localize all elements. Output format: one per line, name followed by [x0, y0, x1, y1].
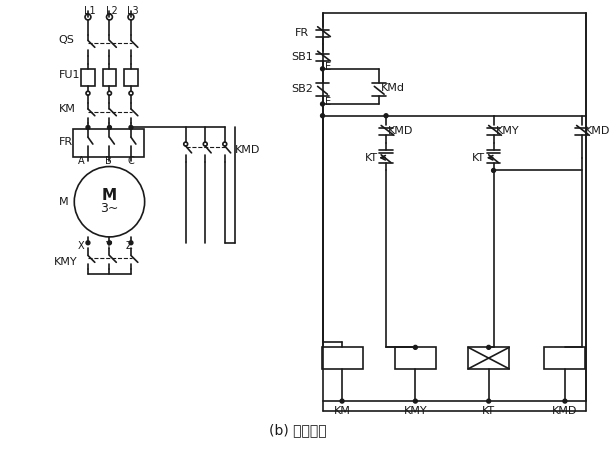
Circle shape — [321, 114, 324, 118]
Text: KMY: KMY — [403, 406, 427, 416]
Text: FR: FR — [59, 137, 73, 147]
Text: KMd: KMd — [381, 84, 405, 93]
Text: KMD: KMD — [552, 406, 577, 416]
Bar — [395, 348, 436, 369]
Text: KT: KT — [482, 406, 496, 416]
Circle shape — [86, 241, 90, 245]
Bar — [468, 348, 509, 369]
Circle shape — [414, 399, 417, 403]
Text: SB2: SB2 — [291, 84, 313, 94]
Text: B: B — [104, 156, 111, 166]
Circle shape — [85, 14, 91, 20]
Text: KMD: KMD — [235, 145, 260, 155]
Circle shape — [86, 125, 90, 129]
Text: Z: Z — [126, 241, 133, 251]
Circle shape — [321, 102, 324, 106]
Text: FR: FR — [295, 28, 309, 38]
Bar — [544, 348, 585, 369]
Circle shape — [384, 114, 388, 118]
Text: KT: KT — [365, 153, 378, 163]
Circle shape — [128, 14, 134, 20]
Text: X: X — [78, 241, 85, 251]
Text: Y: Y — [104, 241, 111, 251]
Text: L1: L1 — [84, 6, 96, 16]
Circle shape — [108, 125, 111, 129]
Text: E: E — [326, 97, 332, 107]
Bar — [124, 69, 138, 86]
Text: KMY: KMY — [54, 257, 78, 267]
Text: M: M — [102, 189, 117, 203]
Text: KMY: KMY — [496, 126, 519, 136]
Circle shape — [492, 168, 496, 172]
Text: L3: L3 — [127, 6, 139, 16]
Bar — [103, 69, 116, 86]
Circle shape — [487, 345, 491, 349]
Circle shape — [108, 241, 111, 245]
Circle shape — [414, 345, 417, 349]
Bar — [321, 348, 362, 369]
Text: QS: QS — [59, 35, 75, 45]
Text: 3~: 3~ — [100, 202, 119, 215]
Text: SB1: SB1 — [291, 52, 313, 62]
Circle shape — [129, 241, 133, 245]
Circle shape — [321, 67, 324, 71]
Text: (b) 控制线路: (b) 控制线路 — [269, 423, 327, 437]
Text: FU1: FU1 — [59, 70, 80, 79]
Circle shape — [106, 14, 112, 20]
Text: KMD: KMD — [388, 126, 414, 136]
Text: M: M — [59, 197, 68, 207]
Text: E: E — [326, 62, 332, 72]
Text: KT: KT — [472, 153, 485, 163]
Circle shape — [340, 399, 344, 403]
Text: KM: KM — [59, 104, 76, 114]
Circle shape — [563, 399, 567, 403]
Bar — [73, 129, 144, 157]
Text: C: C — [127, 156, 134, 166]
Text: A: A — [78, 156, 85, 166]
Bar — [81, 69, 95, 86]
Text: L2: L2 — [106, 6, 117, 16]
Text: KMD: KMD — [585, 126, 610, 136]
Circle shape — [487, 399, 491, 403]
Circle shape — [129, 125, 133, 129]
Text: KM: KM — [334, 406, 351, 416]
